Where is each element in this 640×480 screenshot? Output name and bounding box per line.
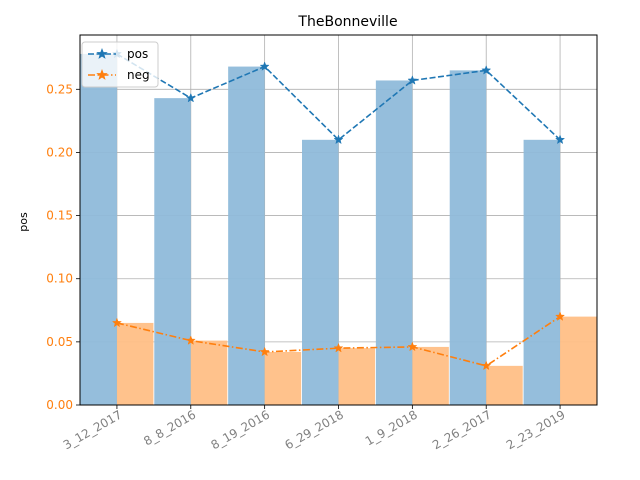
bar-neg-1_9_2018 xyxy=(412,346,449,405)
legend-label-pos: pos xyxy=(127,47,148,61)
bar-neg-6_29_2018 xyxy=(338,348,375,405)
y-axis-label: pos xyxy=(17,212,30,232)
point-neg-1_9_2018 xyxy=(407,341,418,352)
x-tick-label: 1_9_2018 xyxy=(363,407,420,448)
bar-pos-1_9_2018 xyxy=(375,80,413,405)
point-neg-8_19_2016 xyxy=(259,346,270,357)
legend-marker-neg xyxy=(96,68,108,80)
chart-title: TheBonneville xyxy=(297,14,397,30)
point-pos-1_9_2018 xyxy=(407,75,418,85)
bar-neg-3_12_2017 xyxy=(116,322,154,405)
point-neg-3_12_2017 xyxy=(111,317,122,328)
bars xyxy=(80,53,597,406)
bar-neg-8_19_2016 xyxy=(264,351,302,405)
legend: pos neg xyxy=(81,41,159,88)
point-neg-8_8_2016 xyxy=(185,335,196,345)
bar-pos-3_12_2017 xyxy=(80,53,117,405)
y-tick-label: 0.00 xyxy=(46,398,73,412)
point-pos-8_8_2016 xyxy=(185,92,196,103)
x-tick-label: 2_23_2019 xyxy=(504,407,568,452)
bar-pos-6_29_2018 xyxy=(302,139,339,405)
point-pos-6_29_2018 xyxy=(333,134,344,145)
point-pos-8_19_2016 xyxy=(259,61,270,71)
x-tick-label: 3_12_2017 xyxy=(61,407,125,452)
point-neg-2_26_2017 xyxy=(481,360,492,371)
point-neg-2_23_2019 xyxy=(555,311,566,321)
point-pos-2_23_2019 xyxy=(555,134,566,145)
bar-pos-2_26_2017 xyxy=(449,70,487,405)
bar-pos-8_19_2016 xyxy=(228,66,265,405)
x-tick-label: 6_29_2018 xyxy=(282,407,346,452)
y-tick-label: 0.15 xyxy=(46,209,73,223)
y-tick-label: 0.25 xyxy=(46,82,73,96)
bar-neg-2_26_2017 xyxy=(486,365,523,405)
bar-neg-2_23_2019 xyxy=(560,316,597,405)
legend-label-neg: neg xyxy=(127,68,150,82)
point-pos-2_26_2017 xyxy=(481,65,492,75)
y-tick-label: 0.10 xyxy=(46,272,73,286)
x-tick-label: 2_26_2017 xyxy=(430,407,494,452)
y-tick-label: 0.20 xyxy=(46,145,73,159)
legend-marker-pos xyxy=(96,47,108,59)
y-tick-label: 0.05 xyxy=(46,335,73,349)
bar-pos-8_8_2016 xyxy=(154,98,191,406)
x-tick-label: 8_8_2016 xyxy=(141,407,198,448)
bar-neg-8_8_2016 xyxy=(190,340,228,405)
point-neg-6_29_2018 xyxy=(333,342,344,353)
bar-pos-2_23_2019 xyxy=(523,139,561,405)
x-tick-label: 8_19_2016 xyxy=(208,407,272,452)
